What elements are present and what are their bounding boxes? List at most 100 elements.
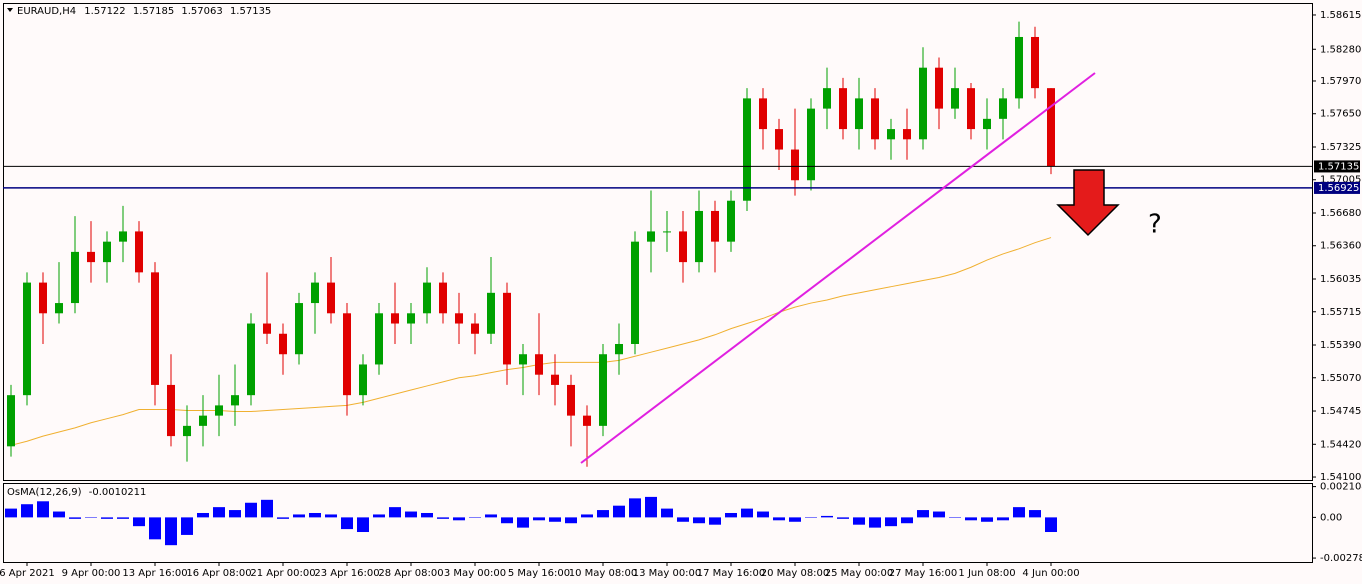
osma-bar xyxy=(725,512,737,518)
candle-body xyxy=(455,313,463,324)
candle-body xyxy=(1015,36,1023,99)
candle-body xyxy=(807,108,815,181)
candle-body xyxy=(535,354,543,375)
x-tick-label: 17 May 16:00 xyxy=(697,568,766,579)
osma-bar xyxy=(53,511,65,518)
candle-body xyxy=(967,88,975,130)
x-tick-label: 10 May 08:00 xyxy=(569,568,638,579)
open: 1.57122 xyxy=(84,6,125,17)
osma-bar xyxy=(853,517,865,525)
osma-bar xyxy=(949,517,961,518)
candle-body xyxy=(263,323,271,334)
x-tick-label: 1 Jun 08:00 xyxy=(958,568,1015,579)
candle-body xyxy=(551,374,559,385)
candle-body xyxy=(423,282,431,314)
candle-body xyxy=(471,323,479,334)
osma-bar xyxy=(565,517,577,524)
osma-bar xyxy=(421,512,433,518)
candle-body xyxy=(439,282,447,314)
osma-bar xyxy=(933,511,945,518)
candle-body xyxy=(567,384,575,416)
candle-body xyxy=(631,241,639,344)
osma-bar xyxy=(37,501,49,518)
osma-bar xyxy=(229,510,241,518)
osma-bar xyxy=(581,514,593,518)
osma-bar xyxy=(245,502,257,518)
osma-bar xyxy=(341,517,353,530)
annotation: ? xyxy=(1148,210,1162,240)
price-label-box xyxy=(1314,160,1360,173)
x-tick-label: 28 Apr 08:00 xyxy=(378,568,443,579)
candle-body xyxy=(87,251,95,263)
price-label: 1.56925 xyxy=(1318,183,1359,194)
y-tick-label: 1.56680 xyxy=(1320,208,1361,219)
osma-bar xyxy=(101,517,113,519)
x-tick-label: 9 Apr 00:00 xyxy=(62,568,121,579)
y-tick-label: 1.56360 xyxy=(1320,241,1361,252)
osma-bar xyxy=(197,512,209,518)
main-frame xyxy=(3,3,1313,481)
osma-bar xyxy=(709,517,721,525)
candle-body xyxy=(903,129,911,140)
osma-bar xyxy=(261,499,273,518)
osma-bar xyxy=(357,517,369,533)
header-icon xyxy=(7,8,13,12)
osma-bar xyxy=(549,517,561,522)
header: EURAUD,H4 1.57122 1.57185 1.57063 1.5713… xyxy=(17,6,271,17)
candle-body xyxy=(919,67,927,140)
candle-body xyxy=(759,98,767,130)
osma-bar xyxy=(165,517,177,546)
candle-body xyxy=(711,210,719,242)
candle-body xyxy=(23,282,31,396)
candle-body xyxy=(727,200,735,242)
candle-body xyxy=(999,98,1007,119)
y-tick-label: 1.55070 xyxy=(1320,373,1361,384)
osma-bar xyxy=(789,517,801,522)
candle-body xyxy=(39,282,47,314)
candle-body xyxy=(599,354,607,426)
close: 1.57135 xyxy=(230,6,271,17)
candle-body xyxy=(343,313,351,396)
candle-body xyxy=(935,67,943,109)
osma-bar xyxy=(997,517,1009,521)
candle-body xyxy=(119,231,127,242)
candle-body xyxy=(647,231,655,242)
x-tick-label: 25 May 00:00 xyxy=(825,568,894,579)
candle-body xyxy=(823,88,831,109)
osma-bar xyxy=(981,517,993,522)
candle-body xyxy=(983,118,991,130)
osma-bar xyxy=(181,517,193,535)
candle-body xyxy=(743,98,751,201)
osma-bar xyxy=(597,510,609,518)
osma-bar xyxy=(885,517,897,527)
osma-bar xyxy=(325,514,337,518)
candle-body xyxy=(295,303,303,355)
x-tick-label: 16 Apr 08:00 xyxy=(186,568,251,579)
y-tick-label: 1.54745 xyxy=(1320,406,1361,417)
candle-body xyxy=(55,303,63,314)
osma-bar xyxy=(453,517,465,521)
candle-body xyxy=(791,149,799,181)
low: 1.57063 xyxy=(181,6,222,17)
price-label-box xyxy=(1314,181,1360,194)
osma-bar xyxy=(309,512,321,518)
y-tick-label: 1.58615 xyxy=(1320,10,1361,21)
candle-body xyxy=(359,364,367,396)
osma-bar xyxy=(149,517,161,540)
candle-body xyxy=(135,231,143,273)
osma-bar xyxy=(373,514,385,518)
osma-bar xyxy=(5,508,17,518)
candle-body xyxy=(487,292,495,334)
x-tick-label: 21 Apr 00:00 xyxy=(250,568,315,579)
candle-body xyxy=(583,415,591,426)
candle-body xyxy=(71,251,79,304)
candle-body xyxy=(231,395,239,406)
y-tick-label: 1.57005 xyxy=(1320,175,1361,186)
y-tick-label: 1.54100 xyxy=(1320,472,1361,483)
high: 1.57185 xyxy=(133,6,174,17)
osma-bar xyxy=(741,508,753,518)
candle-body xyxy=(1031,36,1039,89)
